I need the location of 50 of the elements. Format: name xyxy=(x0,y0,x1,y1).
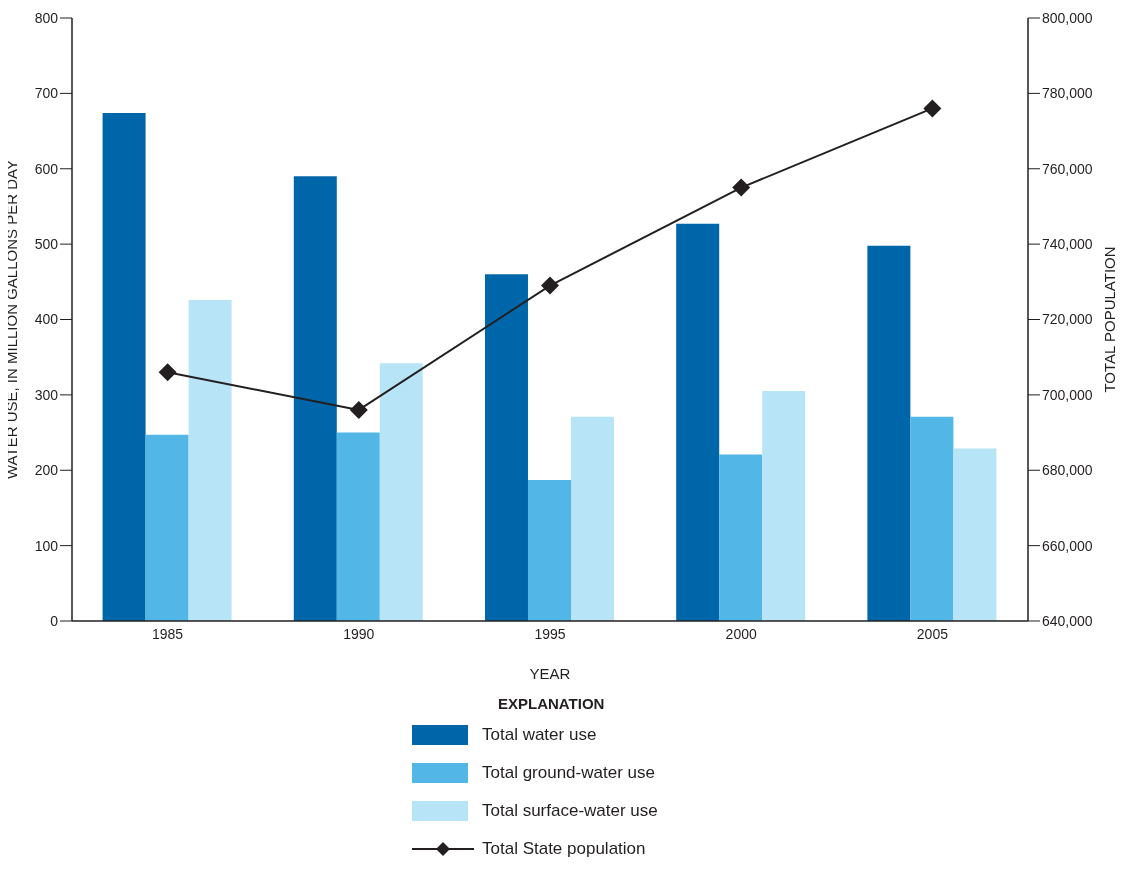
y2-tick-label: 800,000 xyxy=(1042,9,1093,26)
bar xyxy=(762,391,806,621)
y-tick-label: 300 xyxy=(34,386,59,403)
x-tick-label: 2000 xyxy=(725,625,757,642)
bar xyxy=(570,416,614,621)
y-tick-label: 500 xyxy=(34,236,59,253)
bar xyxy=(336,432,380,621)
y2-tick-label: 760,000 xyxy=(1042,160,1093,177)
bar xyxy=(293,176,337,621)
bar xyxy=(379,363,423,621)
bar xyxy=(527,480,571,621)
y2-tick-label: 740,000 xyxy=(1042,236,1093,253)
y2-axis-title: TOTAL POPULATION xyxy=(1101,246,1119,393)
y-tick-label: 200 xyxy=(34,462,59,479)
y-tick-label: 600 xyxy=(34,160,59,177)
y-tick-label: 400 xyxy=(34,311,59,328)
x-tick-label: 1995 xyxy=(534,625,566,642)
bar xyxy=(188,299,232,621)
y2-tick-label: 640,000 xyxy=(1042,612,1093,629)
bar xyxy=(719,454,763,621)
y2-tick-label: 720,000 xyxy=(1042,311,1093,328)
x-tick-label: 1990 xyxy=(343,625,375,642)
legend-label: Total State population xyxy=(482,839,646,859)
legend-label: Total water use xyxy=(482,725,597,745)
legend-title: EXPLANATION xyxy=(498,695,606,712)
x-axis-title: YEAR xyxy=(529,665,571,682)
y-tick-label: 700 xyxy=(34,85,59,102)
point xyxy=(732,178,751,197)
legend-label: Total surface-water use xyxy=(482,801,658,821)
y-tick-label: 800 xyxy=(34,9,59,26)
bar xyxy=(867,245,911,621)
y2-tick-label: 660,000 xyxy=(1042,537,1093,554)
y2-tick-label: 700,000 xyxy=(1042,386,1093,403)
bar xyxy=(102,112,146,621)
point xyxy=(923,99,942,118)
bar xyxy=(953,448,997,621)
bar xyxy=(676,223,720,621)
y2-tick-label: 680,000 xyxy=(1042,462,1093,479)
bar xyxy=(484,274,528,621)
y-tick-label: 0 xyxy=(50,612,59,629)
bar xyxy=(910,416,954,621)
y-tick-label: 100 xyxy=(34,537,59,554)
legend-label: Total ground-water use xyxy=(482,763,655,783)
y2-tick-label: 780,000 xyxy=(1042,85,1093,102)
point xyxy=(158,363,177,382)
bar xyxy=(145,434,189,621)
x-tick-label: 2005 xyxy=(916,625,949,642)
point xyxy=(541,276,559,295)
point xyxy=(349,400,368,419)
x-tick-label: 1985 xyxy=(152,625,184,642)
